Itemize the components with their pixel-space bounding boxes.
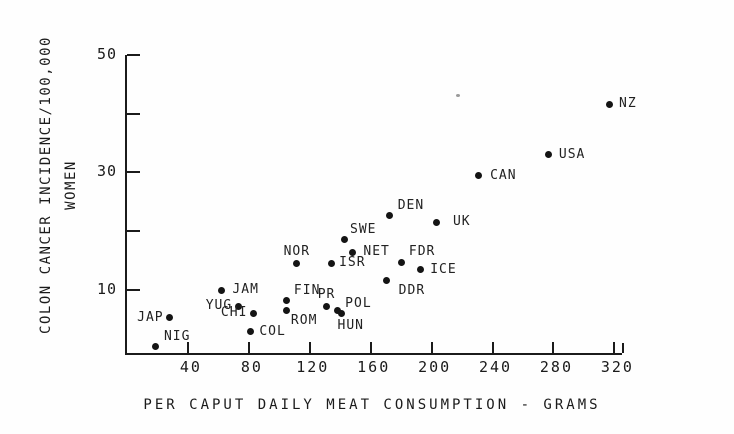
point-label-CAN: CAN [490,167,517,183]
point-NIG [152,343,160,351]
point-CAN [474,172,482,180]
scan-artifact-0 [455,93,460,97]
x-tick-label-40: 40 [179,358,202,376]
x-tick-label-80: 80 [240,358,263,376]
y-tick-20 [127,229,140,232]
point-label-NZ: NZ [619,96,637,112]
point-label-USA: USA [558,146,586,162]
x-tick-240 [491,342,494,353]
x-tick-280 [552,342,555,353]
point-USA [545,151,553,159]
point-label-YUG: YUG [205,297,233,313]
point-label-FDR: FDR [408,244,436,260]
point-label-JAM: JAM [232,282,259,298]
x-tick-label-160: 160 [357,358,391,376]
point-label-NET: NET [363,243,390,259]
x-tick-label-320: 320 [600,358,634,376]
point-label-POL: POL [345,296,372,312]
point-CHI [249,309,257,317]
x-tick-40 [186,342,189,353]
x-tick-label-120: 120 [296,358,330,376]
point-POL [333,306,341,314]
x-tick-160 [369,342,372,353]
point-label-ROM: ROM [290,313,318,329]
point-label-SWE: SWE [350,221,377,237]
point-label-NIG: NIG [163,328,191,344]
x-tick-label-200: 200 [418,358,452,376]
x-tick-80 [247,342,250,353]
y-tick-label-10: 10 [96,279,117,298]
point-UK [433,218,441,226]
point-label-FIN: FIN [293,282,321,298]
point-ICE [416,266,424,274]
y-axis-title-line1: COLON CANCER INCIDENCE/100,000 [38,36,54,334]
point-label-CHI: CHI [220,304,248,320]
point-label-UK: UK [452,214,471,230]
point-DDR [383,276,391,284]
point-ISR [327,259,335,267]
point-label-JAP: JAP [137,309,164,325]
y-tick-label-50: 50 [96,45,117,63]
point-HUN [338,310,346,318]
point-NOR [293,259,301,267]
point-label-ICE: ICE [430,261,457,277]
point-SWE [340,236,348,244]
point-FDR [398,258,406,266]
point-COL [246,328,254,336]
point-DEN [386,212,394,220]
point-label-COL: COL [259,323,286,339]
point-YUG [234,302,242,310]
point-label-DDR: DDR [398,283,426,299]
x-tick-label-280: 280 [539,358,573,376]
point-label-PR: PR [317,287,336,303]
y-tick-50 [127,54,140,56]
point-FIN [283,297,291,305]
x-axis-end-hook [622,343,624,353]
point-label-DEN: DEN [397,197,425,213]
point-label-HUN: HUN [337,317,364,333]
x-tick-320 [613,342,616,353]
x-tick-label-240: 240 [478,358,513,376]
point-NET [348,248,356,256]
y-tick-label-30: 30 [96,162,117,181]
y-tick-10 [127,288,140,291]
x-tick-120 [308,342,311,353]
point-PR [323,302,331,310]
plot-area: NIG JAP JAM YUG CHI COL FIN ROM NOR PR ISR POL HUN SW… [125,54,636,355]
point-JAP [166,314,174,322]
y-tick-30 [127,171,140,174]
point-JAM [217,286,225,294]
point-label-ISR: ISR [339,255,366,271]
point-ROM [283,306,291,314]
x-tick-200 [430,342,433,353]
x-axis-title: PER CAPUT DAILY MEAT CONSUMPTION - GRAMS [143,397,601,413]
point-label-NOR: NOR [283,244,311,260]
point-NZ [605,100,613,108]
y-tick-40 [127,112,140,115]
